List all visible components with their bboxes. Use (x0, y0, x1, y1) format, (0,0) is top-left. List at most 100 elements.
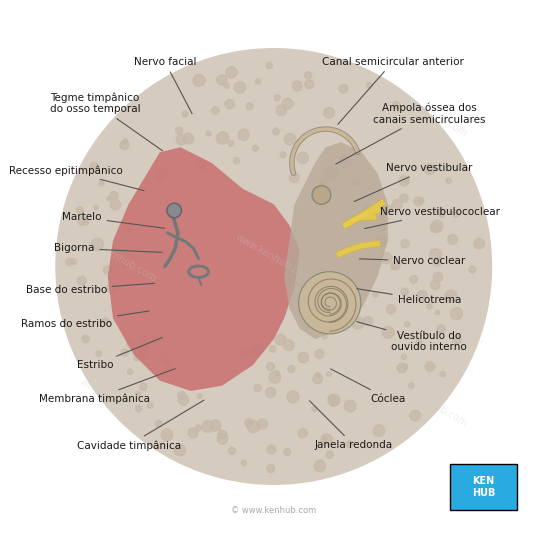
Circle shape (120, 140, 129, 149)
Circle shape (401, 288, 408, 295)
Polygon shape (284, 142, 388, 339)
Circle shape (298, 272, 361, 334)
Circle shape (430, 249, 442, 261)
Circle shape (297, 152, 309, 164)
Circle shape (418, 198, 424, 204)
Text: Canal semicircular anterior: Canal semicircular anterior (322, 56, 464, 124)
Circle shape (327, 372, 332, 376)
Circle shape (274, 95, 280, 101)
Circle shape (196, 425, 201, 431)
Circle shape (66, 259, 74, 266)
Circle shape (233, 158, 240, 164)
Text: www.kenhub.com: www.kenhub.com (234, 232, 313, 284)
Circle shape (257, 419, 267, 429)
Circle shape (402, 364, 408, 369)
Circle shape (425, 362, 435, 372)
Circle shape (155, 421, 162, 427)
Circle shape (56, 49, 491, 484)
Circle shape (440, 372, 446, 377)
Circle shape (436, 208, 443, 215)
Circle shape (229, 447, 236, 454)
Text: www.kenhub.com: www.kenhub.com (390, 377, 469, 429)
Circle shape (399, 176, 409, 186)
Circle shape (275, 334, 286, 345)
Circle shape (269, 345, 276, 352)
Circle shape (367, 82, 372, 88)
Circle shape (276, 105, 286, 116)
Circle shape (82, 335, 89, 343)
Circle shape (197, 394, 202, 399)
Circle shape (226, 67, 237, 78)
Text: Membrana timpânica: Membrana timpânica (39, 369, 175, 404)
Circle shape (212, 107, 219, 114)
Circle shape (102, 318, 109, 325)
Circle shape (157, 176, 163, 182)
Circle shape (373, 425, 385, 437)
Circle shape (245, 419, 253, 427)
Circle shape (91, 238, 103, 251)
Circle shape (94, 205, 98, 210)
Circle shape (363, 204, 375, 215)
Circle shape (96, 351, 101, 356)
Polygon shape (108, 147, 300, 391)
Circle shape (474, 238, 484, 249)
Text: KEN
HUB: KEN HUB (472, 476, 496, 498)
Circle shape (315, 373, 320, 378)
Text: www.kenhub.com: www.kenhub.com (390, 87, 469, 139)
Circle shape (148, 403, 153, 408)
Circle shape (329, 397, 339, 406)
Circle shape (176, 135, 187, 145)
Circle shape (265, 387, 276, 398)
Circle shape (410, 276, 417, 283)
Circle shape (373, 292, 378, 297)
Circle shape (417, 290, 427, 301)
Circle shape (328, 394, 336, 402)
Text: www.kenhub.com: www.kenhub.com (78, 377, 158, 429)
Text: www.kenhub.com: www.kenhub.com (234, 377, 313, 429)
Circle shape (283, 340, 294, 351)
Circle shape (110, 191, 118, 200)
Circle shape (397, 363, 407, 373)
Circle shape (414, 197, 423, 206)
Circle shape (103, 266, 111, 274)
Circle shape (401, 354, 407, 359)
Circle shape (431, 220, 443, 232)
Circle shape (431, 280, 440, 289)
Circle shape (314, 287, 345, 318)
Circle shape (339, 84, 348, 93)
Circle shape (121, 349, 128, 356)
Circle shape (136, 392, 140, 396)
Circle shape (445, 290, 457, 302)
Circle shape (364, 317, 373, 326)
Circle shape (164, 358, 171, 366)
Text: Helicotrema: Helicotrema (357, 289, 461, 305)
Circle shape (247, 421, 260, 433)
Text: www.kenhub.com: www.kenhub.com (390, 232, 469, 284)
Circle shape (83, 219, 89, 225)
Circle shape (313, 374, 322, 384)
Circle shape (435, 310, 440, 314)
Circle shape (439, 213, 445, 217)
Circle shape (416, 340, 422, 345)
Circle shape (126, 341, 133, 348)
Circle shape (161, 429, 173, 441)
Text: Estribo: Estribo (77, 337, 162, 370)
Text: © www.kenhub.com: © www.kenhub.com (231, 506, 317, 515)
Text: www.kenhub.com: www.kenhub.com (78, 232, 158, 284)
Circle shape (266, 465, 274, 473)
Circle shape (469, 266, 476, 273)
Circle shape (218, 430, 227, 439)
Text: Janela redonda: Janela redonda (310, 401, 393, 450)
Circle shape (325, 167, 337, 179)
Circle shape (266, 62, 272, 69)
Circle shape (157, 169, 167, 180)
Circle shape (287, 391, 299, 403)
Circle shape (387, 205, 392, 210)
Circle shape (352, 179, 359, 187)
Circle shape (139, 343, 147, 352)
Circle shape (312, 406, 317, 411)
Circle shape (453, 335, 461, 344)
Circle shape (127, 369, 133, 374)
Circle shape (238, 130, 249, 141)
Circle shape (217, 433, 228, 444)
